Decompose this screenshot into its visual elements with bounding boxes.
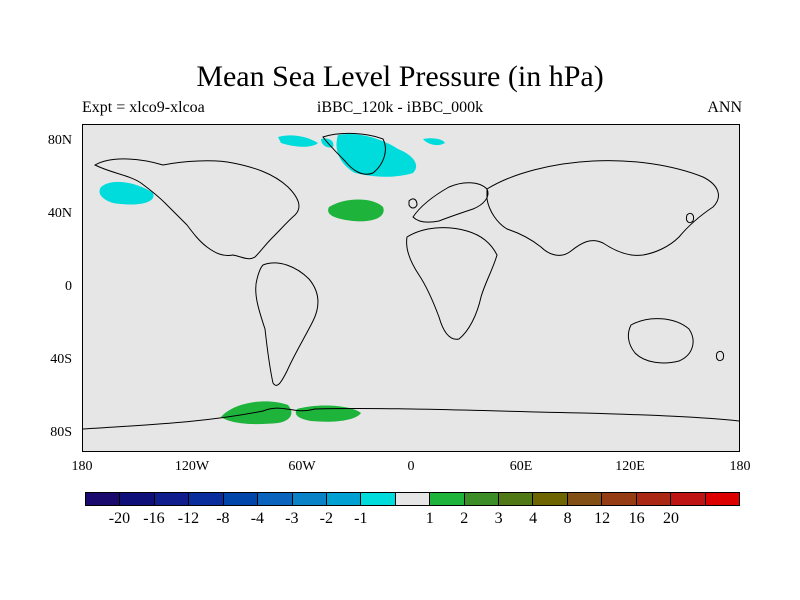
coast-greenland (322, 132, 386, 175)
lat-label-80s: 80S (50, 425, 72, 440)
lat-label-0: 0 (65, 279, 72, 294)
map-panel (82, 124, 740, 452)
coast-south-america (255, 262, 319, 386)
colorbar-swatch (430, 493, 465, 505)
season-label: ANN (707, 99, 742, 116)
colorbar-label: 1 (425, 510, 434, 527)
colorbar-label: -2 (319, 510, 333, 527)
lon-label-60e: 60E (509, 459, 533, 474)
coast-europe (412, 182, 489, 223)
anomaly-cyan-baffin (321, 138, 334, 148)
negative-anomaly-regions (99, 133, 445, 205)
colorbar-label: -8 (216, 510, 230, 527)
anomaly-cyan-svalbard (423, 138, 445, 146)
lat-label-80n: 80N (47, 133, 72, 148)
lon-label-180w: 180 (71, 459, 93, 474)
colorbar-label: -1 (354, 510, 368, 527)
colorbar-label: -3 (285, 510, 299, 527)
colorbar-label: 2 (460, 510, 469, 527)
coast-antarctica (83, 407, 739, 430)
coast-uk (408, 198, 418, 209)
coast-africa (406, 227, 498, 340)
colorbar-label: -4 (250, 510, 265, 527)
coast-asia (486, 160, 719, 256)
positive-anomaly-regions (221, 199, 384, 425)
coastlines (83, 132, 739, 430)
world-map (83, 132, 739, 430)
anomaly-cyan-alaska (99, 181, 154, 205)
anomaly-cyan-greenland (336, 133, 417, 177)
colorbar-label: 16 (628, 510, 645, 527)
lat-label-40s: 40S (50, 352, 72, 367)
colorbar-label: -16 (143, 510, 165, 527)
colorbar-swatch (361, 493, 396, 505)
experiment-label: Expt = xlco9-xlcoa (82, 99, 205, 116)
colorbar-swatch (705, 493, 740, 505)
lon-label-60w: 60W (288, 459, 316, 474)
colorbar-swatch (499, 493, 534, 505)
lon-label-120e: 120E (615, 459, 645, 474)
colorbar-label: -12 (177, 510, 200, 527)
plot-title: Mean Sea Level Pressure (in hPa) (196, 60, 604, 93)
colorbar-swatch (292, 493, 327, 505)
colorbar-swatch (671, 493, 706, 505)
difference-label: iBBC_120k - iBBC_000k (316, 99, 484, 116)
colorbar-swatch (154, 493, 190, 505)
colorbar-swatch (567, 493, 603, 505)
colorbar-swatch (189, 493, 224, 505)
colorbar-swatch (533, 493, 568, 505)
colorbar-swatch (602, 493, 637, 505)
lon-label-120w: 120W (174, 459, 210, 474)
anomaly-green-weddell-east (295, 405, 361, 422)
colorbar-swatch (258, 493, 293, 505)
colorbar-swatch (86, 493, 121, 505)
lat-label-40n: 40N (47, 206, 72, 221)
colorbar-swatch (326, 493, 362, 505)
coast-japan (686, 212, 694, 224)
coast-north-america (93, 158, 300, 260)
colorbar-label: 4 (529, 510, 538, 527)
lon-label-0: 0 (407, 459, 415, 474)
colorbar-swatch (395, 493, 431, 505)
colorbar-label: 8 (563, 510, 572, 527)
colorbar (85, 492, 740, 506)
colorbar-label: 12 (594, 510, 611, 527)
lon-label-180e: 180 (729, 459, 751, 474)
colorbar-swatch (464, 493, 500, 505)
colorbar-label: -20 (108, 510, 131, 527)
coast-australia (627, 318, 694, 364)
coast-new-zealand (716, 350, 724, 362)
anomaly-green-north-atlantic (328, 199, 384, 222)
anomaly-cyan-canada-arctic (278, 135, 318, 147)
colorbar-label: 20 (663, 510, 680, 527)
colorbar-label: 3 (494, 510, 503, 527)
colorbar-swatch (223, 493, 259, 505)
colorbar-swatch (120, 493, 155, 505)
colorbar-swatch (636, 493, 672, 505)
